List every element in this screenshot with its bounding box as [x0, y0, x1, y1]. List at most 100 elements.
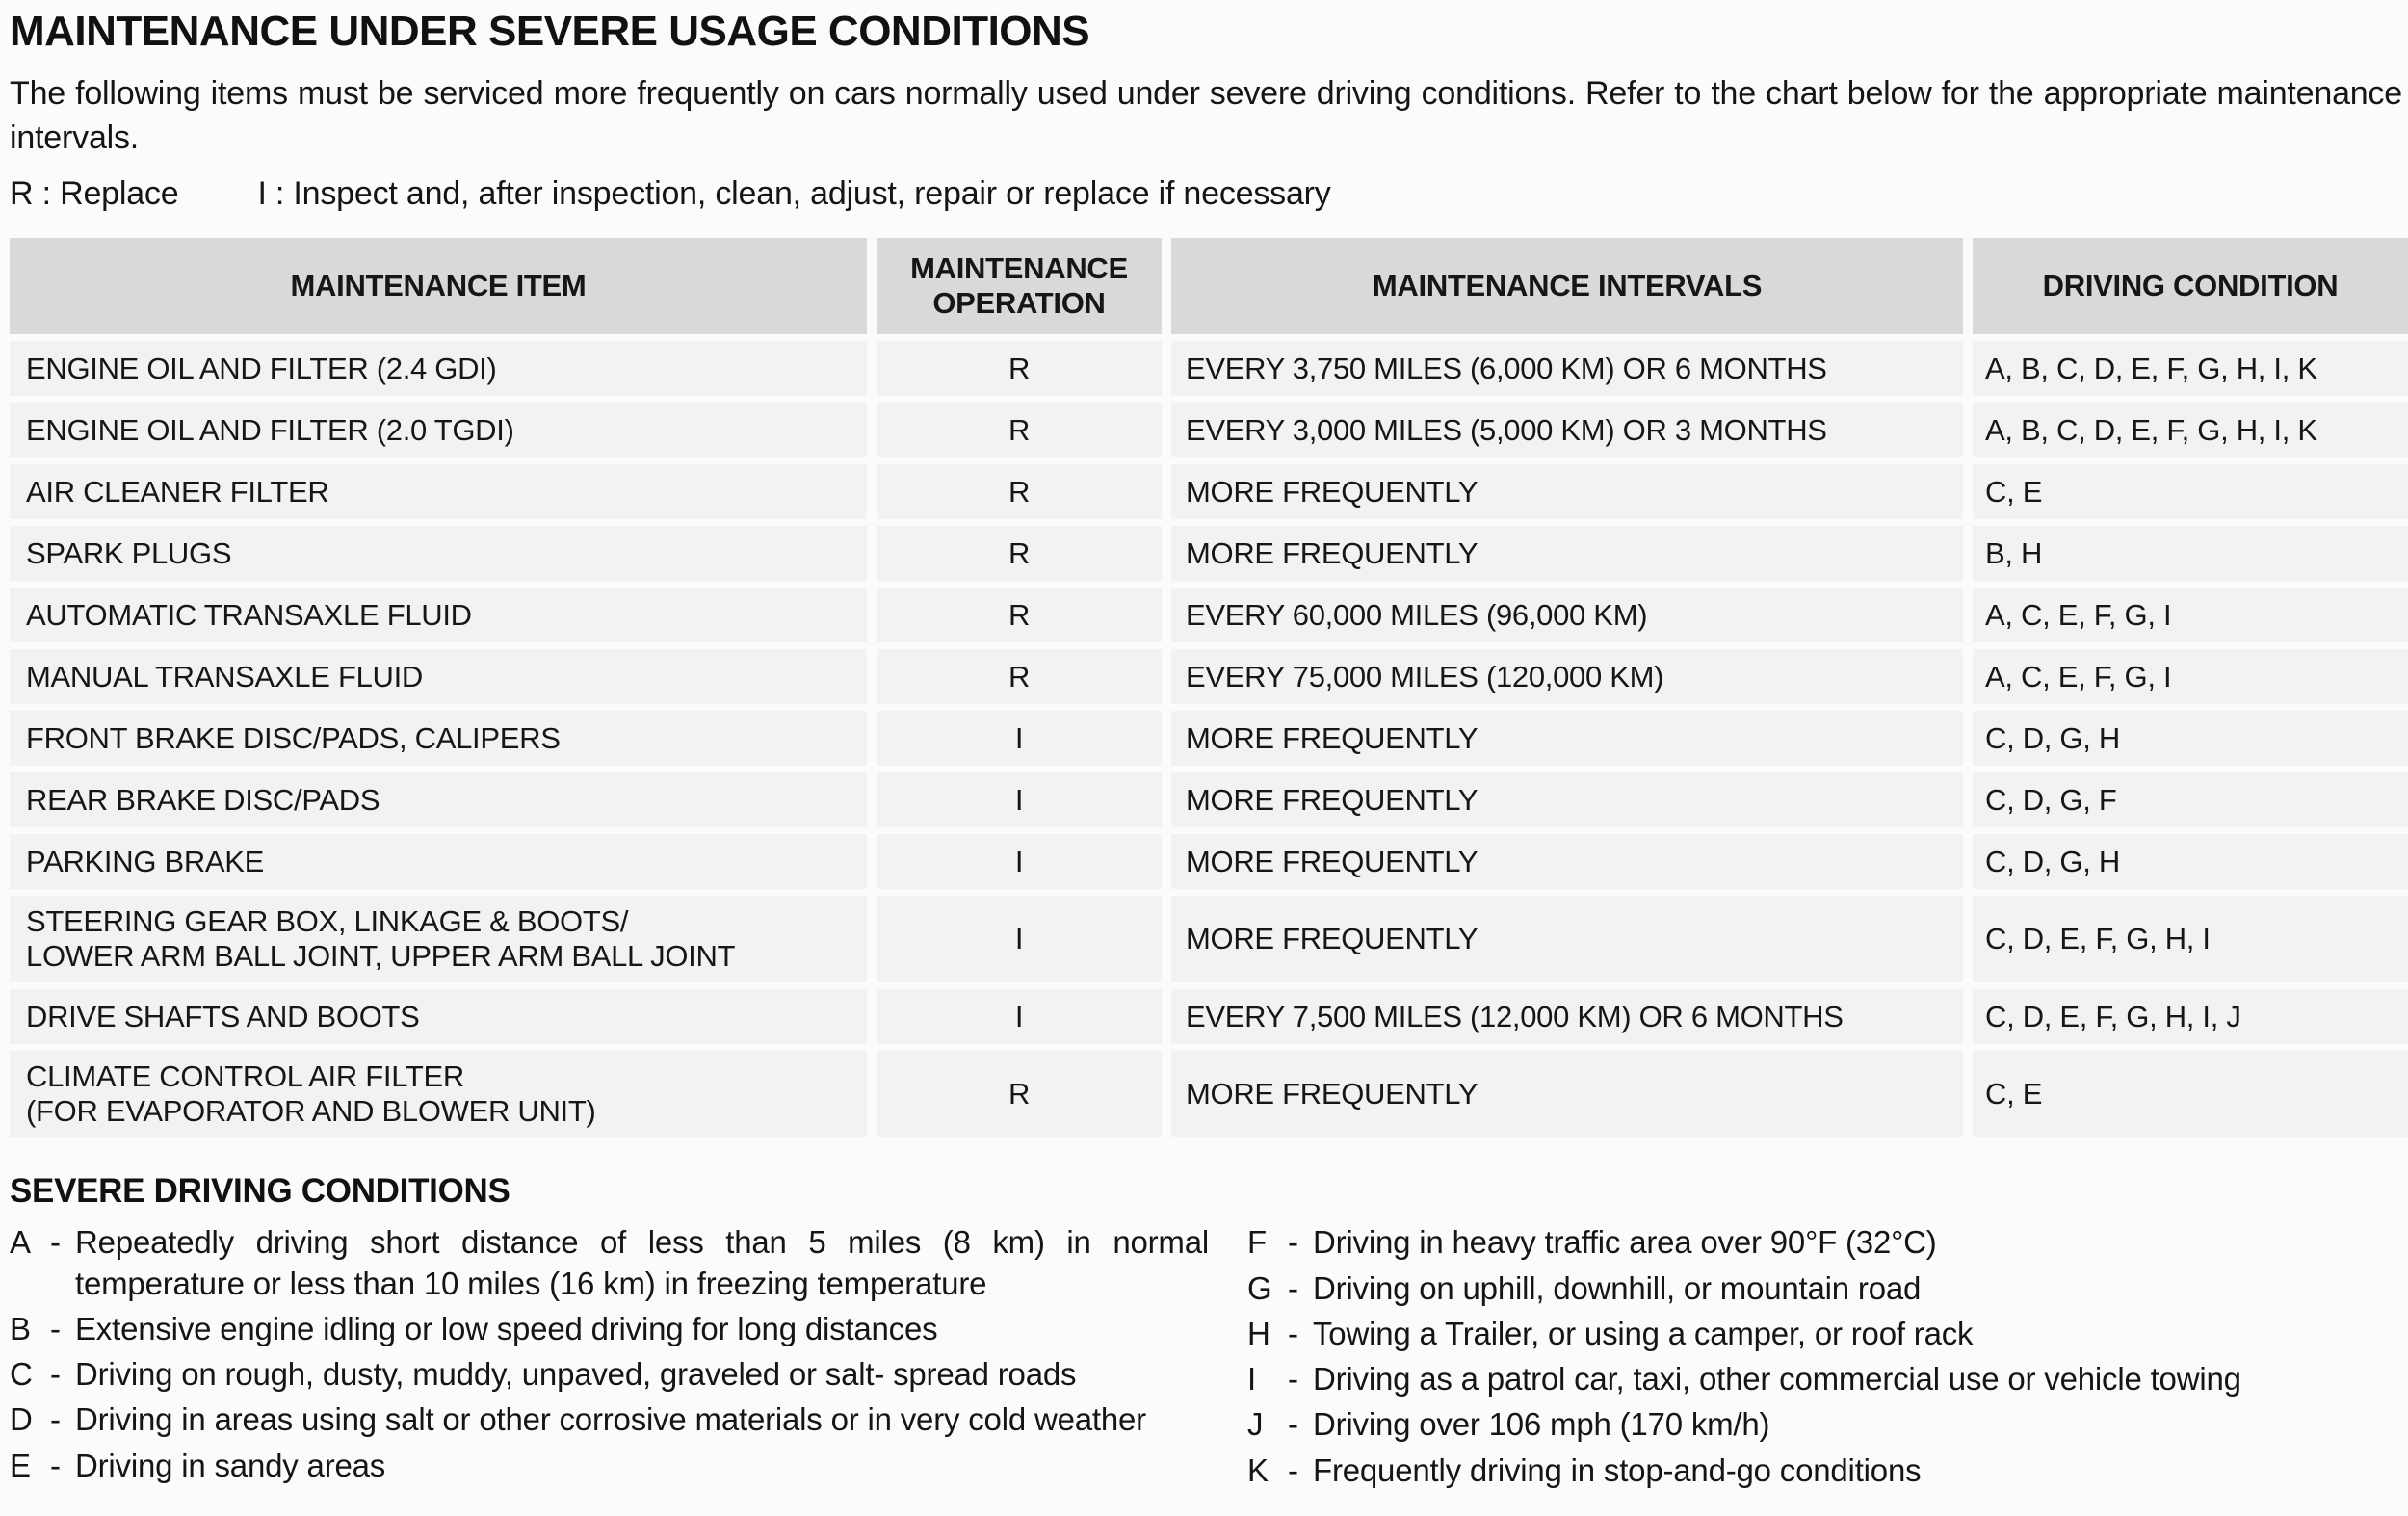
condition-item: G - Driving on uphill, downhill, or moun…	[1247, 1268, 2400, 1309]
condition-dash: -	[50, 1447, 61, 1483]
condition-item: B - Extensive engine idling or low speed…	[10, 1309, 1209, 1349]
interval-cell: EVERY 7,500 MILES (12,000 KM) OR 6 MONTH…	[1171, 989, 1963, 1045]
condition-text: Driving as a patrol car, taxi, other com…	[1313, 1361, 2241, 1398]
maintenance-item-cell: STEERING GEAR BOX, LINKAGE & BOOTS/ LOWE…	[10, 896, 867, 983]
condition-cell: C, E	[1973, 464, 2408, 520]
operation-cell: I	[877, 834, 1162, 890]
maintenance-item-cell: MANUAL TRANSAXLE FLUID	[10, 649, 867, 705]
condition-item: A - Repeatedly driving short distance of…	[10, 1222, 1209, 1303]
condition-item: E - Driving in sandy areas	[10, 1446, 1209, 1486]
intro-paragraph: The following items must be serviced mor…	[10, 75, 2402, 157]
condition-dash: -	[50, 1401, 61, 1438]
condition-item: D - Driving in areas using salt or other…	[10, 1399, 1209, 1440]
maintenance-item-cell: PARKING BRAKE	[10, 834, 867, 890]
interval-cell: MORE FREQUENTLY	[1171, 834, 1963, 890]
interval-cell: EVERY 3,000 MILES (5,000 KM) OR 3 MONTHS	[1171, 403, 1963, 458]
condition-dash: -	[50, 1224, 61, 1261]
manual-page: MAINTENANCE UNDER SEVERE USAGE CONDITION…	[10, 8, 2408, 1496]
header-maintenance-intervals: MAINTENANCE INTERVALS	[1171, 238, 1963, 335]
operation-cell: I	[877, 896, 1162, 983]
maintenance-item-cell: ENGINE OIL AND FILTER (2.0 TGDI)	[10, 403, 867, 458]
legend: R : Replace I : Inspect and, after inspe…	[10, 175, 2400, 213]
page-title: MAINTENANCE UNDER SEVERE USAGE CONDITION…	[10, 8, 1090, 55]
operation-cell: R	[877, 464, 1162, 520]
condition-text: Driving on uphill, downhill, or mountain…	[1313, 1269, 1922, 1306]
header-maintenance-item: MAINTENANCE ITEM	[10, 238, 867, 335]
condition-key: B	[10, 1310, 31, 1346]
condition-item: F - Driving in heavy traffic area over 9…	[1247, 1222, 2400, 1263]
interval-cell: MORE FREQUENTLY	[1171, 896, 1963, 983]
condition-text: Driving in areas using salt or other cor…	[75, 1401, 1146, 1438]
maintenance-item-cell: FRONT BRAKE DISC/PADS, CALIPERS	[10, 711, 867, 767]
condition-text: Driving in heavy traffic area over 90°F …	[1313, 1224, 1937, 1261]
interval-cell: MORE FREQUENTLY	[1171, 464, 1963, 520]
header-maintenance-operation: MAINTENANCE OPERATION	[877, 238, 1162, 335]
condition-cell: C, D, G, H	[1973, 834, 2408, 890]
condition-text: Towing a Trailer, or using a camper, or …	[1313, 1315, 1974, 1351]
operation-cell: I	[877, 711, 1162, 767]
severe-driving-conditions-heading: SEVERE DRIVING CONDITIONS	[10, 1172, 510, 1211]
condition-item: H - Towing a Trailer, or using a camper,…	[1247, 1314, 2400, 1354]
interval-cell: EVERY 60,000 MILES (96,000 KM)	[1171, 588, 1963, 643]
interval-cell: MORE FREQUENTLY	[1171, 526, 1963, 582]
maintenance-item-cell: CLIMATE CONTROL AIR FILTER (FOR EVAPORAT…	[10, 1051, 867, 1138]
condition-text: Driving in sandy areas	[75, 1447, 386, 1483]
condition-dash: -	[50, 1310, 61, 1346]
conditions-left-column: A - Repeatedly driving short distance of…	[10, 1222, 1209, 1495]
condition-key: D	[10, 1401, 33, 1438]
interval-cell: MORE FREQUENTLY	[1171, 772, 1963, 828]
condition-text: Driving on rough, dusty, muddy, unpaved,…	[75, 1356, 1077, 1393]
condition-key: H	[1247, 1315, 1270, 1351]
condition-cell: A, B, C, D, E, F, G, H, I, K	[1973, 403, 2408, 458]
condition-text: Extensive engine idling or low speed dri…	[75, 1310, 938, 1346]
interval-cell: EVERY 3,750 MILES (6,000 KM) OR 6 MONTHS	[1171, 341, 1963, 397]
condition-dash: -	[1288, 1315, 1298, 1351]
condition-cell: C, D, G, F	[1973, 772, 2408, 828]
maintenance-item-cell: SPARK PLUGS	[10, 526, 867, 582]
header-driving-condition: DRIVING CONDITION	[1973, 238, 2408, 335]
condition-key: C	[10, 1356, 33, 1393]
operation-cell: R	[877, 341, 1162, 397]
condition-dash: -	[50, 1356, 61, 1393]
condition-dash: -	[1288, 1451, 1298, 1488]
maintenance-item-cell: DRIVE SHAFTS AND BOOTS	[10, 989, 867, 1045]
condition-cell: A, C, E, F, G, I	[1973, 649, 2408, 705]
legend-replace: R : Replace	[10, 175, 179, 213]
operation-cell: I	[877, 772, 1162, 828]
maintenance-table: MAINTENANCE ITEM MAINTENANCE OPERATION M…	[10, 238, 2408, 1138]
maintenance-item-cell: ENGINE OIL AND FILTER (2.4 GDI)	[10, 341, 867, 397]
severe-driving-conditions-list: A - Repeatedly driving short distance of…	[10, 1222, 2400, 1495]
condition-item: K - Frequently driving in stop-and-go co…	[1247, 1451, 2400, 1491]
maintenance-item-cell: REAR BRAKE DISC/PADS	[10, 772, 867, 828]
condition-key: I	[1247, 1361, 1256, 1398]
condition-item: C - Driving on rough, dusty, muddy, unpa…	[10, 1354, 1209, 1395]
condition-cell: C, D, E, F, G, H, I	[1973, 896, 2408, 983]
maintenance-item-cell: AUTOMATIC TRANSAXLE FLUID	[10, 588, 867, 643]
condition-text: Frequently driving in stop-and-go condit…	[1313, 1451, 1922, 1488]
condition-cell: C, D, G, H	[1973, 711, 2408, 767]
condition-key: K	[1247, 1451, 1269, 1488]
condition-dash: -	[1288, 1224, 1298, 1261]
condition-cell: A, B, C, D, E, F, G, H, I, K	[1973, 341, 2408, 397]
operation-cell: R	[877, 649, 1162, 705]
interval-cell: EVERY 75,000 MILES (120,000 KM)	[1171, 649, 1963, 705]
condition-text: Driving over 106 mph (170 km/h)	[1313, 1406, 1770, 1443]
interval-cell: MORE FREQUENTLY	[1171, 711, 1963, 767]
condition-cell: B, H	[1973, 526, 2408, 582]
legend-inspect: I : Inspect and, after inspection, clean…	[257, 175, 1331, 213]
condition-key: J	[1247, 1406, 1264, 1443]
condition-item: I - Driving as a patrol car, taxi, other…	[1247, 1359, 2400, 1399]
condition-key: E	[10, 1447, 31, 1483]
maintenance-item-cell: AIR CLEANER FILTER	[10, 464, 867, 520]
operation-cell: R	[877, 1051, 1162, 1138]
condition-cell: C, D, E, F, G, H, I, J	[1973, 989, 2408, 1045]
condition-item: J - Driving over 106 mph (170 km/h)	[1247, 1404, 2400, 1445]
operation-cell: R	[877, 588, 1162, 643]
operation-cell: R	[877, 526, 1162, 582]
interval-cell: MORE FREQUENTLY	[1171, 1051, 1963, 1138]
operation-cell: I	[877, 989, 1162, 1045]
condition-dash: -	[1288, 1361, 1298, 1398]
condition-key: F	[1247, 1224, 1267, 1261]
condition-dash: -	[1288, 1406, 1298, 1443]
condition-key: G	[1247, 1269, 1272, 1306]
